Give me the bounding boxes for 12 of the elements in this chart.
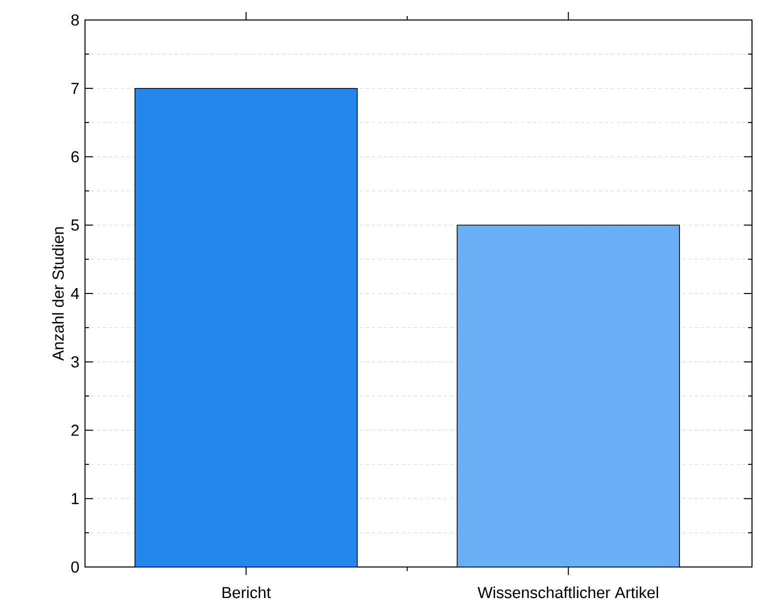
y-tick-label: 3 <box>71 356 79 368</box>
y-tick-label: 6 <box>71 151 79 162</box>
x-tick-label: Wissenschaftlicher Artikel <box>478 586 658 598</box>
y-tick-label: 7 <box>71 82 79 94</box>
y-tick-label: 1 <box>72 493 79 504</box>
y-tick-label: 5 <box>71 220 79 231</box>
y-axis-title: Anzahl der Studien <box>52 227 64 361</box>
y-tick-label: 4 <box>70 288 80 299</box>
x-tick-label: Bericht <box>222 586 271 598</box>
y-tick-label: 2 <box>71 424 79 436</box>
y-tick-label: 0 <box>71 561 79 573</box>
y-tick-label: 8 <box>71 14 79 26</box>
